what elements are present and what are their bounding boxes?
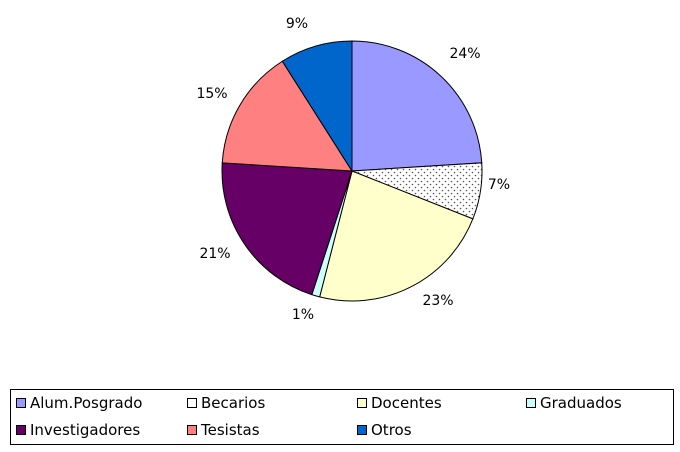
pie-slice-otros bbox=[281, 40, 353, 173]
legend-swatch bbox=[16, 398, 26, 408]
legend-item: Docentes bbox=[357, 393, 442, 413]
slice-label: 24% bbox=[449, 46, 480, 62]
slice-label: 9% bbox=[286, 16, 308, 32]
legend-label: Investigadores bbox=[30, 421, 141, 439]
legend-label: Alum.Posgrado bbox=[30, 394, 143, 412]
legend-swatch bbox=[16, 425, 26, 435]
pie-slices bbox=[221, 40, 483, 302]
legend-label: Otros bbox=[371, 421, 412, 439]
pie-slice-docentes bbox=[319, 170, 474, 302]
legend-item: Becarios bbox=[187, 393, 265, 413]
legend-item: Alum.Posgrado bbox=[16, 393, 142, 413]
legend-swatch bbox=[187, 398, 197, 408]
pie-slice-tesistas bbox=[221, 60, 353, 172]
pie-chart: 24% 7% 23% 1% 21% 15% 9% bbox=[196, 16, 510, 323]
chart-legend: Alum.Posgrado Becarios Docentes Graduados In… bbox=[10, 389, 674, 445]
slice-label: 21% bbox=[199, 246, 230, 262]
legend-label: Docentes bbox=[371, 394, 442, 412]
legend-swatch bbox=[357, 398, 367, 408]
legend-label: Graduados bbox=[540, 394, 622, 412]
legend-swatch bbox=[357, 425, 367, 435]
slice-label: 15% bbox=[196, 86, 227, 102]
legend-label: Tesistas bbox=[201, 421, 260, 439]
legend-item: Tesistas bbox=[187, 420, 260, 440]
pie-labels: 24% 7% 23% 1% 21% 15% 9% bbox=[196, 16, 510, 323]
slice-label: 1% bbox=[292, 307, 314, 323]
legend-item: Investigadores bbox=[16, 420, 140, 440]
slice-label: 23% bbox=[422, 293, 453, 309]
legend-swatch bbox=[526, 398, 536, 408]
legend-item: Otros bbox=[357, 420, 412, 440]
pie-slice-alum-posgrado bbox=[351, 40, 483, 172]
slice-label: 7% bbox=[488, 177, 510, 193]
legend-item: Graduados bbox=[526, 393, 622, 413]
pie-slice-investigadores bbox=[221, 162, 353, 296]
legend-label: Becarios bbox=[201, 394, 266, 412]
legend-swatch bbox=[187, 425, 197, 435]
